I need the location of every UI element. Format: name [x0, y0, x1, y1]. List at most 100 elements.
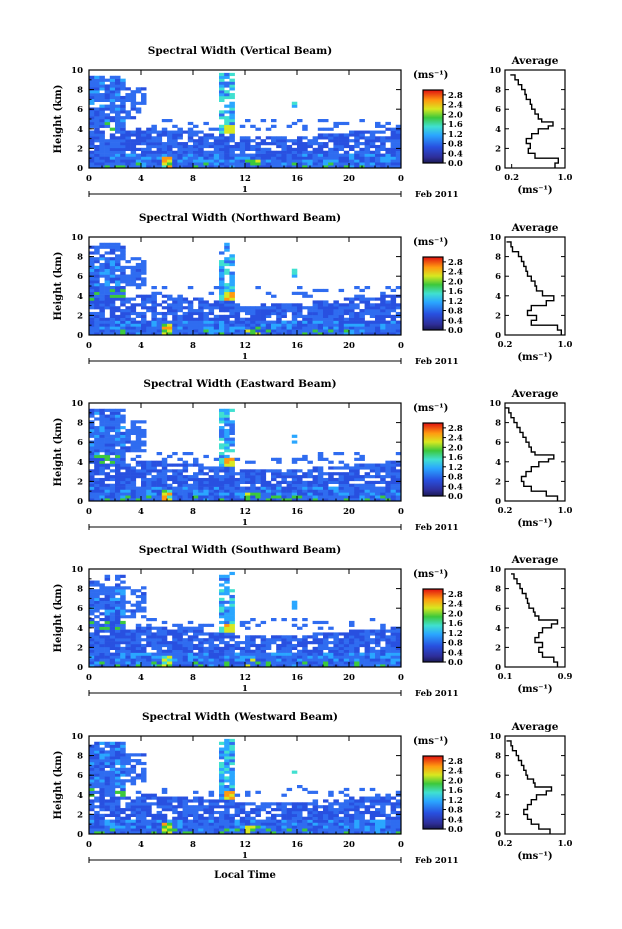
heatmap-cell: [177, 320, 183, 324]
heatmap-cell: [245, 822, 251, 826]
heatmap-cell: [302, 661, 308, 665]
heatmap-cell: [99, 779, 105, 783]
heatmap-cell: [380, 139, 386, 143]
heatmap-cell: [104, 498, 111, 502]
heatmap-cell: [271, 332, 277, 336]
y-tick-label: 8: [77, 585, 83, 595]
heatmap-cell: [286, 320, 293, 324]
heatmap-cell: [359, 454, 365, 459]
heatmap-cell: [115, 597, 121, 601]
heatmap-cell: [224, 600, 230, 604]
heatmap-cell: [354, 822, 360, 826]
heatmap-cell: [297, 469, 303, 473]
heatmap-cell: [167, 139, 173, 143]
heatmap-cell: [219, 417, 225, 421]
heatmap-cell: [354, 156, 360, 160]
heatmap-cell: [224, 139, 230, 143]
heatmap-cell: [130, 831, 137, 835]
heatmap-cell: [343, 652, 350, 656]
heatmap-cell: [125, 495, 131, 499]
heatmap-cell: [312, 808, 319, 812]
heatmap-cell: [104, 268, 111, 272]
heatmap-cell: [203, 303, 209, 307]
heatmap-cell: [141, 805, 147, 809]
heatmap-cell: [338, 320, 345, 324]
heatmap-cell: [219, 443, 225, 447]
heatmap-cell: [182, 311, 189, 316]
heatmap-cell: [312, 819, 319, 823]
heatmap-cell: [94, 810, 100, 815]
heatmap-cell: [146, 652, 152, 656]
heatmap-cell: [172, 165, 178, 169]
heatmap-cell: [271, 664, 277, 668]
heatmap-cell: [323, 165, 329, 169]
heatmap-cell: [338, 489, 345, 493]
heatmap-cell: [349, 813, 355, 817]
heatmap-cell: [130, 764, 137, 768]
heatmap-cell: [395, 813, 402, 817]
heatmap-cell: [167, 828, 173, 832]
heatmap-cell: [271, 469, 277, 473]
heatmap-cell: [104, 271, 111, 275]
heatmap-cell: [177, 156, 183, 160]
heatmap-cell: [146, 828, 152, 832]
heatmap-cell: [135, 153, 142, 157]
heatmap-cell: [364, 638, 371, 642]
heatmap-cell: [375, 825, 381, 829]
heatmap-cell: [130, 107, 137, 111]
heatmap-cell: [115, 600, 121, 604]
heatmap-cell: [338, 466, 345, 470]
heatmap-cell: [104, 78, 111, 82]
heatmap-cell: [349, 147, 355, 151]
heatmap-cell: [307, 142, 313, 146]
heatmap-cell: [141, 626, 147, 630]
heatmap-cell: [208, 805, 215, 809]
heatmap-cell: [203, 828, 209, 832]
heatmap-cell: [229, 787, 235, 792]
heatmap-cell: [94, 489, 100, 493]
heatmap-cell: [146, 460, 152, 464]
heatmap-cell: [385, 813, 391, 817]
heatmap-cell: [291, 816, 298, 820]
heatmap-cell: [291, 831, 298, 835]
heatmap-cell: [193, 159, 199, 163]
heatmap-cell: [245, 661, 251, 665]
heatmap-cell: [359, 483, 365, 487]
heatmap-cell: [250, 306, 256, 310]
heatmap-cell: [141, 586, 147, 590]
heatmap-cell: [224, 242, 230, 246]
heatmap-cell: [89, 753, 95, 757]
heatmap-cell: [239, 623, 246, 627]
heatmap-cell: [229, 110, 235, 114]
heatmap-cell: [89, 785, 95, 789]
heatmap-cell: [250, 822, 256, 826]
heatmap-cell: [260, 472, 267, 476]
heatmap-cell: [167, 454, 173, 459]
heatmap-cell: [120, 764, 126, 768]
heatmap-cell: [343, 317, 350, 321]
heatmap-cell: [151, 635, 157, 639]
heatmap-cell: [380, 477, 386, 482]
heatmap-cell: [219, 260, 225, 264]
heatmap-cell: [99, 314, 105, 318]
heatmap-cell: [182, 799, 189, 803]
heatmap-cell: [125, 805, 131, 809]
heatmap-cell: [297, 658, 303, 662]
heatmap-cell: [224, 756, 230, 760]
heatmap-cell: [156, 311, 163, 316]
heatmap-cell: [135, 443, 142, 447]
heatmap-cell: [224, 262, 230, 267]
colorbar: [423, 423, 443, 496]
heatmap-cell: [193, 332, 199, 336]
heatmap-cell: [245, 156, 251, 160]
heatmap-cell: [369, 326, 376, 330]
heatmap-cell: [198, 480, 204, 484]
heatmap-cell: [349, 153, 355, 157]
heatmap-cell: [141, 597, 147, 601]
colorbar-tick-label: 1.6: [448, 287, 463, 297]
heatmap-cell: [151, 658, 157, 662]
heatmap-cell: [130, 776, 137, 780]
heatmap-cell: [135, 271, 142, 275]
heatmap-cell: [219, 294, 225, 298]
heatmap-cell: [219, 110, 225, 114]
